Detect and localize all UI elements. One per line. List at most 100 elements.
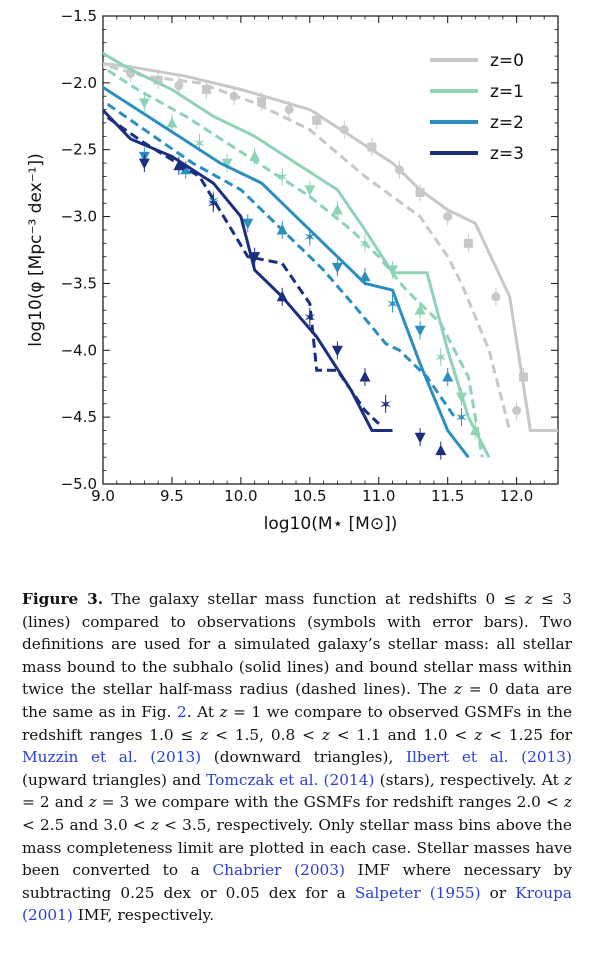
y-tick-label: −4.5	[61, 408, 97, 426]
data-point	[276, 290, 288, 302]
citation-link[interactable]: Muzzin et al. (2013)	[22, 748, 202, 767]
data-point	[153, 75, 163, 85]
data-point	[469, 424, 481, 436]
x-tick-label: 9.0	[91, 487, 115, 505]
data-point	[257, 97, 267, 107]
series-line-solid	[103, 62, 558, 432]
stellar-mass-function-chart: 9.0 9.5 10.0 10.5 11.0 11.5 12.0 −1.5 −2.0 −2.5 −3…	[26, 7, 559, 534]
plot-frame	[102, 15, 559, 485]
data-point	[442, 371, 454, 382]
data-point	[229, 91, 239, 101]
caption-text: = 0 data are the same as in Fig.	[22, 680, 572, 721]
y-axis-label: log10(φ [Mpc⁻³ dex⁻¹])	[26, 153, 46, 347]
caption-var: z	[563, 770, 572, 789]
data-point: ✶	[303, 308, 316, 327]
citation-link[interactable]: Kroupa (2001)	[22, 883, 572, 925]
figure-caption: Figure 3. The galaxy stellar mass functi…	[22, 588, 572, 927]
caption-text: < 1.25 for	[482, 725, 572, 744]
citation-link[interactable]: Chabrier (2003)	[212, 861, 345, 880]
data-point: ✶	[303, 228, 316, 247]
caption-text: ≤ 3 (lines) compared to observations (sy…	[22, 590, 572, 699]
series-line-solid	[103, 85, 470, 459]
data-point: ✶	[207, 194, 220, 213]
caption-var: z	[474, 725, 483, 744]
caption-var: z	[150, 815, 159, 834]
caption-text: (upward triangles) and	[22, 770, 207, 789]
data-point	[331, 262, 343, 274]
data-point: ✶	[276, 167, 289, 186]
data-point	[394, 165, 404, 175]
caption-var: z	[219, 702, 228, 721]
data-point	[359, 371, 371, 382]
y-tick-label: −2.0	[61, 74, 97, 92]
y-tick-label: −4.0	[61, 341, 97, 359]
x-tick-label: 12.0	[500, 487, 533, 505]
data-point	[367, 142, 377, 152]
x-tick-label: 10.0	[224, 487, 257, 505]
caption-text: . At	[186, 702, 220, 721]
data-point	[491, 292, 501, 302]
caption-text: or	[480, 883, 516, 902]
caption-text: < 2.5 and 3.0 <	[22, 815, 151, 834]
data-point	[443, 212, 453, 222]
citation-link[interactable]: Ilbert et al. (2013)	[405, 748, 572, 767]
data-point	[138, 98, 150, 109]
series-line-dashed	[103, 112, 380, 425]
caption-text: = 3 we compare with the GSMFs for redshi…	[96, 793, 564, 812]
x-tick-label: 9.5	[160, 487, 184, 505]
data-point	[249, 150, 261, 161]
fig-ref-link[interactable]: 2	[176, 702, 187, 721]
data-point	[138, 158, 150, 170]
y-tick-label: −5.0	[61, 475, 97, 493]
data-point	[463, 238, 473, 248]
data-point	[284, 105, 294, 115]
x-tick-label: 10.5	[293, 487, 326, 505]
data-point	[276, 223, 288, 235]
caption-text: = 2 and	[22, 793, 89, 812]
x-tick-label: 11.0	[362, 487, 395, 505]
data-point	[414, 432, 426, 444]
data-point: ✶	[379, 395, 392, 414]
data-point	[387, 265, 399, 277]
data-point	[415, 188, 425, 198]
y-tick-label: −2.5	[61, 141, 97, 159]
data-point	[249, 252, 261, 263]
caption-text: IMF, respectively.	[72, 906, 215, 925]
caption-text: IMF where necessary by subtracting 0.25 …	[22, 861, 572, 902]
data-point: ✶	[455, 408, 468, 427]
series-line-dashed	[103, 99, 456, 418]
citation-link[interactable]: Tomczak et al. (2014)	[206, 770, 375, 789]
data-point	[242, 218, 254, 230]
data-point	[173, 159, 185, 171]
plot-area: ✶✶✶✶✶✶✶✶✶✶✶	[103, 51, 558, 460]
caption-text: The galaxy stellar mass function at reds…	[103, 590, 525, 608]
legend-label: z=0	[490, 51, 524, 71]
caption-text: (stars), respectively. At	[374, 770, 564, 789]
data-point: ✶	[386, 294, 399, 313]
legend-label: z=3	[490, 144, 524, 164]
caption-var: z	[563, 793, 572, 812]
figure-label: Figure 3.	[22, 590, 104, 608]
caption-var: z	[524, 590, 533, 608]
data-point	[435, 444, 447, 456]
data-point	[359, 270, 371, 282]
data-point	[455, 392, 467, 404]
caption-text: = 1 we compare to observed GSMFs in the …	[22, 702, 572, 744]
legend-label: z=2	[490, 113, 524, 133]
data-point	[166, 116, 178, 128]
series-line-dashed	[103, 63, 512, 431]
caption-var: z	[200, 725, 209, 744]
y-tick-label: −3.5	[61, 274, 97, 292]
data-point	[180, 163, 192, 175]
data-point	[201, 85, 211, 95]
legend-label: z=1	[490, 82, 524, 102]
caption-var: z	[321, 725, 330, 744]
y-tick-label: −3.0	[61, 208, 97, 226]
data-point	[304, 185, 316, 196]
data-point: ✶	[358, 234, 371, 253]
series-line-solid	[103, 51, 491, 458]
caption-text: < 3.5, respectively. Only stellar mass b…	[22, 815, 572, 880]
citation-link[interactable]: Salpeter (1955)	[354, 883, 481, 902]
y-tick-label: −1.5	[61, 7, 97, 25]
caption-text: (downward triangles),	[201, 748, 406, 767]
